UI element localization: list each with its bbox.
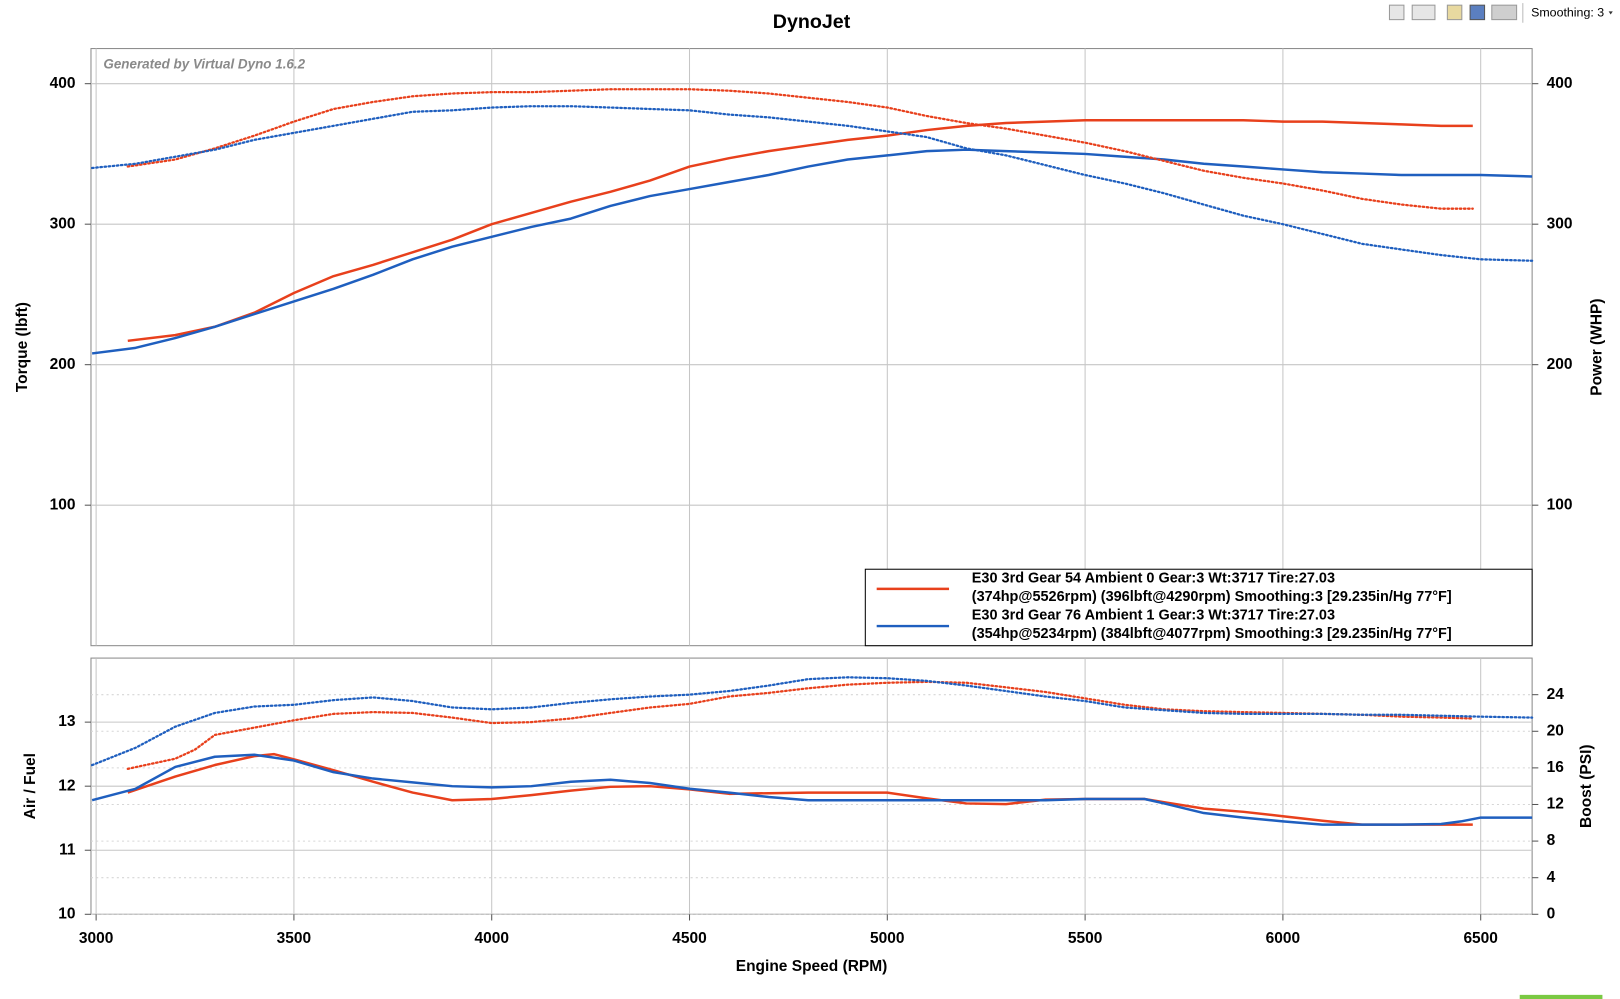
watermark: Generated by Virtual Dyno 1.6.2	[103, 57, 305, 72]
x-tick-label: 6000	[1266, 930, 1300, 947]
dropdown-arrow	[1608, 11, 1613, 15]
y2-tick-label: 12	[1547, 796, 1564, 813]
y-tick-label: 11	[59, 841, 76, 858]
solid-line	[91, 753, 1533, 826]
y-tick-label: 100	[50, 496, 76, 513]
x-tick-label: 4000	[474, 930, 508, 947]
legend-name: E30 3rd Gear 76 Ambient 1 Gear:3 Wt:3717…	[972, 608, 1335, 624]
y-tick-label: 200	[50, 356, 76, 373]
y2-tick-label: 8	[1547, 832, 1556, 849]
save-button[interactable]	[1469, 4, 1486, 21]
legend-details: (354hp@5234rpm) (384lbft@4077rpm) Smooth…	[972, 626, 1452, 642]
y2-axis-title: Power (WHP)	[1588, 298, 1605, 395]
y2-tick-label: 200	[1547, 356, 1573, 373]
x-tick-label: 4500	[672, 930, 706, 947]
legend-details: (374hp@5526rpm) (396lbft@4290rpm) Smooth…	[972, 589, 1452, 605]
y2-tick-label: 16	[1547, 759, 1565, 776]
y-axis-title: Air / Fuel	[22, 753, 39, 819]
y-tick-label: 300	[50, 215, 76, 232]
zoom-button[interactable]	[1388, 4, 1405, 21]
status-bar	[1519, 994, 1603, 999]
legend-name: E30 3rd Gear 54 Ambient 0 Gear:3 Wt:3717…	[972, 570, 1335, 586]
y2-tick-label: 20	[1547, 722, 1564, 739]
y2-tick-label: 24	[1547, 686, 1565, 703]
legend: E30 3rd Gear 54 Ambient 0 Gear:3 Wt:3717…	[864, 568, 1533, 647]
y2-tick-label: 4	[1547, 869, 1556, 886]
legend-box	[864, 568, 1533, 647]
print-button[interactable]	[1491, 4, 1518, 21]
y2-tick-label: 0	[1547, 905, 1556, 922]
solid-line	[127, 119, 1473, 343]
open-button[interactable]	[1446, 4, 1463, 21]
filter-button[interactable]	[1411, 4, 1436, 21]
x-tick-label: 5500	[1068, 930, 1102, 947]
toolbar: Smoothing: 3	[1388, 3, 1613, 23]
y2-tick-label: 400	[1547, 75, 1573, 92]
y-tick-label: 10	[58, 905, 75, 922]
dotted-line	[126, 680, 1474, 770]
plot-area	[90, 48, 1533, 647]
y2-tick-label: 100	[1547, 496, 1573, 513]
y-tick-label: 400	[50, 75, 76, 92]
solid-line	[127, 752, 1473, 826]
x-tick-label: 6500	[1463, 930, 1497, 947]
x-tick-label: 3500	[277, 930, 311, 947]
dotted-line	[126, 88, 1474, 210]
y-tick-label: 12	[58, 777, 75, 794]
smoothing-dropdown[interactable]: Smoothing: 3	[1531, 6, 1604, 20]
y-tick-label: 13	[58, 713, 76, 730]
x-tick-label: 5000	[870, 930, 904, 947]
chart-title: DynoJet	[773, 11, 851, 33]
x-axis-title: Engine Speed (RPM)	[736, 958, 888, 975]
y2-axis-title: Boost (PSI)	[1578, 744, 1595, 828]
solid-line	[91, 148, 1533, 355]
y-axis-title: Torque (lbft)	[14, 302, 31, 392]
dotted-line	[90, 676, 1534, 767]
x-tick-label: 3000	[79, 930, 113, 947]
y2-tick-label: 300	[1547, 215, 1573, 232]
dotted-line	[90, 105, 1534, 262]
